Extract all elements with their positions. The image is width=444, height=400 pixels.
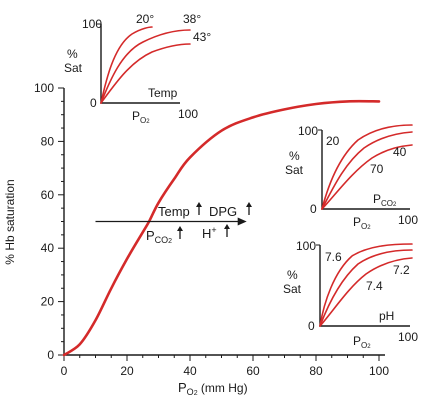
ph-series-label-7-6: 7.6 [325, 250, 342, 264]
pco2-inset-x-tick: 100 [398, 213, 418, 227]
ph-series-label-7-4: 7.4 [366, 279, 383, 293]
temp-inset-x-tick: 100 [178, 107, 198, 121]
y-tick-label: 60 [41, 188, 55, 202]
main-y-ticks: 0 20 40 60 80 100 [34, 81, 64, 362]
temp-curve-38 [100, 29, 191, 104]
shift-arrowhead [237, 217, 247, 226]
pco2-series-label-70: 70 [370, 162, 384, 176]
pco2-up-arrow-icon [177, 226, 183, 239]
temp-series-label-38: 38° [183, 12, 201, 26]
y-tick-label: 80 [41, 134, 55, 148]
pco2-inset-ylabel-percent: % [289, 149, 300, 163]
ph-inset: 100 0 % Sat pH 100 PO2 7.6 7.4 7.2 [283, 239, 418, 350]
temp-series-label-20: 20° [136, 12, 154, 26]
temp-inset-x-label: PO2 [132, 109, 150, 125]
pco2-inset-axis-label: PCO2 [373, 192, 397, 208]
ph-inset-axis-label: pH [379, 309, 394, 323]
pco2-curve-70 [321, 144, 413, 210]
y-tick-label: 20 [41, 295, 55, 309]
x-tick-label: 80 [309, 364, 323, 378]
ph-inset-ylabel-percent: % [287, 268, 298, 282]
x-tick-label: 60 [246, 364, 260, 378]
main-chart: 0 20 40 60 80 100 0 20 40 60 80 100 % Hb saturatio… [3, 81, 389, 397]
dpg-up-arrow-icon [246, 202, 252, 215]
ph-curve-7-6 [319, 243, 413, 327]
x-tick-label: 40 [183, 364, 197, 378]
pco2-curve-40 [321, 131, 413, 210]
temp-inset-axis-label: Temp [148, 86, 178, 100]
ph-inset-y-tick-top: 100 [296, 239, 316, 253]
pco2-inset-y-tick-top: 100 [298, 124, 318, 138]
pco2-inset-y-tick-bottom: 0 [310, 202, 317, 216]
ph-curve-7-2 [319, 257, 413, 327]
x-tick-label: 100 [369, 364, 389, 378]
y-tick-label: 40 [41, 241, 55, 255]
hydrogen-ion-factor-label: H+ [202, 225, 217, 241]
y-tick-label: 0 [47, 348, 54, 362]
ph-inset-x-label: PO2 [353, 334, 371, 350]
main-x-ticks: 0 20 40 60 80 100 [61, 355, 389, 378]
x-tick-label: 0 [61, 364, 68, 378]
temp-inset-ylabel-sat: Sat [64, 61, 83, 75]
ph-curve-7-4 [319, 249, 413, 327]
right-shift-annotation: Temp DPG PCO2 H+ [95, 202, 252, 245]
ph-inset-x-tick: 100 [398, 330, 418, 344]
pco2-inset: 100 0 % Sat PCO2 100 PO2 20 40 70 [285, 124, 418, 231]
temp-series-label-43: 43° [193, 30, 211, 44]
temperature-inset: 100 0 % Sat Temp 100 PO2 20° 38° 43° [64, 12, 211, 125]
ph-inset-ylabel-sat: Sat [283, 282, 302, 296]
pco2-factor-label: PCO2 [146, 228, 172, 245]
temp-inset-y-tick-top: 100 [82, 17, 102, 31]
temp-inset-ylabel-percent: % [67, 47, 78, 61]
temp-inset-y-tick-bottom: 0 [90, 96, 97, 110]
pco2-series-label-40: 40 [393, 145, 407, 159]
ph-inset-y-tick-bottom: 0 [308, 319, 315, 333]
x-tick-label: 20 [120, 364, 134, 378]
hb-saturation-curve [62, 99, 381, 357]
pco2-series-label-20: 20 [326, 134, 340, 148]
temp-up-arrow-icon [196, 202, 202, 215]
temp-curve-20 [100, 26, 153, 104]
pco2-inset-x-label: PO2 [353, 215, 371, 231]
y-axis-label: % Hb saturation [3, 179, 17, 264]
y-tick-label: 100 [34, 81, 54, 95]
dpg-factor-label: DPG [209, 204, 237, 219]
main-series [62, 99, 381, 357]
temp-curve-43 [100, 43, 191, 104]
pco2-inset-ylabel-sat: Sat [285, 163, 304, 177]
temp-factor-label: Temp [158, 204, 190, 219]
ph-series-label-7-2: 7.2 [393, 263, 410, 277]
pco2-curve-20 [321, 124, 413, 210]
x-axis-label: PO2 (mm Hg) [178, 380, 248, 397]
hydrogen-ion-up-arrow-icon [224, 224, 230, 237]
